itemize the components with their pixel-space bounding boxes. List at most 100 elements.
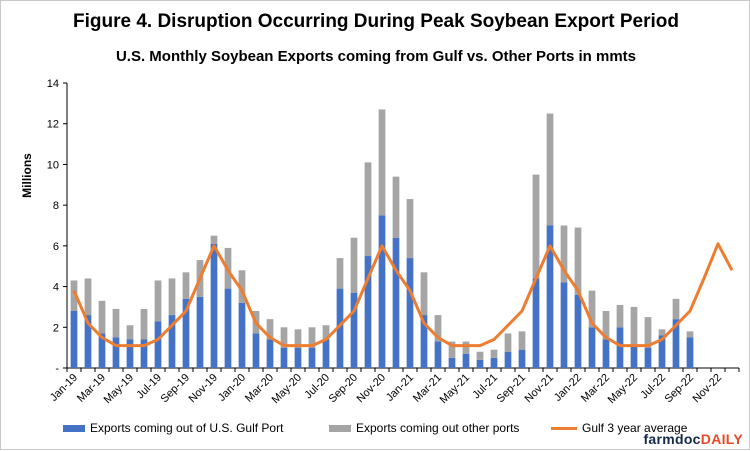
bar-gulf <box>350 292 358 368</box>
bar-gulf <box>518 349 526 368</box>
bar-other <box>182 272 190 299</box>
bar-other <box>672 298 680 320</box>
bar-other <box>504 333 512 352</box>
bar-gulf <box>490 357 498 368</box>
bar-other <box>210 235 218 244</box>
bar-other <box>238 270 246 303</box>
bar-gulf <box>644 347 652 368</box>
chart-title: Figure 4. Disruption Occurring During Pe… <box>73 11 679 32</box>
y-tick-label: 12 <box>47 119 59 131</box>
bar-other <box>392 176 400 238</box>
bar-gulf <box>308 347 316 368</box>
bar-other <box>574 227 582 295</box>
bar-other <box>126 325 134 340</box>
brand-part2: DAILY <box>700 431 743 447</box>
bar-gulf <box>378 215 386 368</box>
bar-gulf <box>588 327 596 368</box>
bar-other <box>476 351 484 360</box>
bar-other <box>322 325 330 340</box>
legend-label-gulf: Exports coming out of U.S. Gulf Port <box>90 421 284 435</box>
bar-other <box>154 280 162 322</box>
bar-gulf <box>84 315 92 368</box>
legend-swatch-avg <box>551 427 577 431</box>
bar-other <box>420 272 428 316</box>
bar-gulf <box>560 282 568 368</box>
y-tick-label: 14 <box>47 78 59 90</box>
bar-other <box>98 300 106 334</box>
bar-other <box>518 331 526 350</box>
bar-other <box>630 306 638 346</box>
x-tick-label: Nov-21 <box>523 372 557 406</box>
bar-other <box>364 162 372 257</box>
bar-gulf <box>602 339 610 368</box>
bar-gulf <box>392 237 400 368</box>
x-tick-label: Jan-19 <box>48 372 80 404</box>
legend-item-avg: Gulf 3 year average <box>551 421 687 435</box>
bar-gulf <box>70 311 78 368</box>
x-tick-label: May-20 <box>270 372 304 406</box>
bar-gulf <box>154 321 162 368</box>
series-line-gulf-3yr-average <box>72 242 734 348</box>
bar-other <box>112 308 120 338</box>
bar-other <box>70 280 78 311</box>
brand-logo: farmdocDAILY <box>643 431 743 447</box>
bar-gulf <box>532 278 540 368</box>
x-tick-label: Jan-20 <box>216 372 248 404</box>
bar-other <box>588 290 596 328</box>
bar-gulf <box>364 256 372 368</box>
x-tick-label: Jan-21 <box>384 372 416 404</box>
bar-other <box>280 327 288 348</box>
bar-gulf <box>168 315 176 368</box>
bar-gulf <box>672 319 680 368</box>
bar-other <box>448 341 456 358</box>
bar-gulf <box>434 341 442 368</box>
bar-gulf <box>140 339 148 368</box>
bar-other <box>168 278 176 316</box>
legend-label-other: Exports coming out other ports <box>356 421 520 435</box>
bar-gulf <box>98 333 106 368</box>
bar-other <box>406 199 414 259</box>
bar-other <box>140 308 148 340</box>
bar-gulf <box>546 225 554 368</box>
bar-gulf <box>476 359 484 368</box>
bar-other <box>602 311 610 340</box>
bar-gulf <box>182 298 190 368</box>
x-tick-label: May-21 <box>438 372 472 406</box>
bar-gulf <box>196 296 204 368</box>
brand-part1: farmdoc <box>643 431 701 447</box>
bar-gulf <box>336 288 344 368</box>
bar-gulf <box>280 347 288 368</box>
bar-gulf <box>266 339 274 368</box>
bar-gulf <box>574 294 582 368</box>
bar-gulf <box>420 315 428 368</box>
bar-other <box>308 327 316 348</box>
x-tick-label: May-22 <box>606 372 640 406</box>
legend-item-other: Exports coming out other ports <box>329 421 519 435</box>
bar-other <box>350 237 358 293</box>
bar-other <box>266 319 274 340</box>
bar-gulf <box>406 258 414 368</box>
bar-other <box>434 315 442 342</box>
legend-label-avg: Gulf 3 year average <box>582 421 688 435</box>
y-tick-label: 10 <box>47 159 59 171</box>
bar-gulf <box>448 357 456 368</box>
bar-gulf <box>322 339 330 368</box>
x-tick-label: Jan-22 <box>552 372 584 404</box>
bar-gulf <box>252 333 260 368</box>
x-tick-label: Sep-20 <box>327 372 361 406</box>
y-tick-label: 6 <box>53 241 59 253</box>
x-tick-label: Nov-22 <box>691 372 725 406</box>
y-tick-label: - <box>55 363 59 375</box>
bar-other <box>532 174 540 279</box>
bar-other <box>84 278 92 316</box>
bar-gulf <box>686 337 694 368</box>
legend-swatch-gulf <box>63 425 85 433</box>
bar-other <box>686 331 694 338</box>
bar-other <box>490 349 498 358</box>
bar-gulf <box>224 288 232 368</box>
bar-gulf <box>210 243 218 368</box>
bar-other <box>378 109 386 216</box>
bar-gulf <box>630 345 638 368</box>
x-tick-label: Sep-22 <box>663 372 697 406</box>
